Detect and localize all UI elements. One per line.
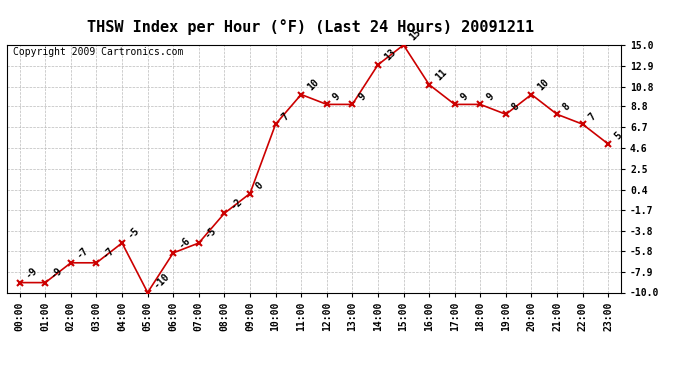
Text: -10: -10 — [152, 271, 171, 290]
Text: -6: -6 — [177, 236, 193, 251]
Text: 15: 15 — [408, 27, 423, 43]
Text: 11: 11 — [433, 67, 448, 82]
Text: -9: -9 — [24, 265, 39, 280]
Text: -9: -9 — [50, 265, 65, 280]
Text: 5: 5 — [612, 130, 624, 142]
Text: 7: 7 — [586, 111, 598, 122]
Text: THSW Index per Hour (°F) (Last 24 Hours) 20091211: THSW Index per Hour (°F) (Last 24 Hours)… — [87, 19, 534, 34]
Text: -2: -2 — [228, 196, 244, 211]
Text: 9: 9 — [459, 91, 470, 102]
Text: -7: -7 — [75, 245, 90, 261]
Text: 9: 9 — [484, 91, 495, 102]
Text: -5: -5 — [126, 225, 141, 241]
Text: 9: 9 — [331, 91, 342, 102]
Text: 10: 10 — [305, 77, 321, 92]
Text: 9: 9 — [357, 91, 368, 102]
Text: Copyright 2009 Cartronics.com: Copyright 2009 Cartronics.com — [13, 48, 184, 57]
Text: 8: 8 — [561, 101, 573, 112]
Text: 8: 8 — [510, 101, 521, 112]
Text: -5: -5 — [203, 225, 218, 241]
Text: 13: 13 — [382, 47, 397, 63]
Text: 10: 10 — [535, 77, 551, 92]
Text: -7: -7 — [101, 245, 116, 261]
Text: 0: 0 — [254, 180, 266, 191]
Text: 7: 7 — [279, 111, 291, 122]
